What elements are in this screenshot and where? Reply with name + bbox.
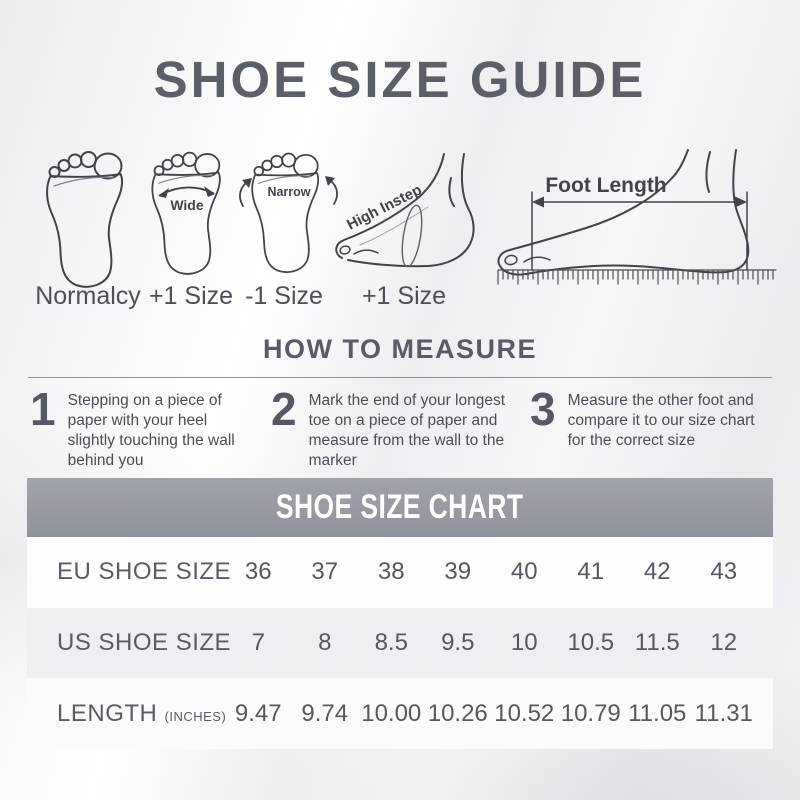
eu-size-cell: 36	[244, 558, 272, 586]
eu-size-cell: 39	[444, 558, 472, 586]
length-cell: 10.26	[427, 699, 488, 727]
length-cell: 9.47	[234, 699, 282, 727]
length-cell: 10.00	[361, 699, 422, 727]
table-row-length: LENGTH (INCHES) 9.47 9.74 10.00 10.26 10…	[27, 678, 773, 750]
eu-size-cell: 40	[510, 558, 538, 586]
ruler-icon	[497, 269, 777, 285]
foot-label-plus1-wide: +1 Size	[148, 282, 234, 310]
eu-size-cell: 37	[311, 558, 339, 586]
measure-step-2: 2 Mark the end of your longest toe on a …	[271, 383, 515, 472]
measure-step-3: 3 Measure the other foot and compare it …	[530, 383, 770, 472]
step-text: Mark the end of your longest toe on a pi…	[308, 392, 506, 470]
foot-length-annotation: Foot Length	[545, 174, 666, 197]
size-chart-table: EU SHOE SIZE 36 37 38 39 40 41 42 43 US …	[27, 537, 773, 750]
us-size-cell: 10	[510, 629, 538, 656]
table-row-us: US SHOE SIZE 7 8 8.5 9.5 10 10.5 11.5 12	[27, 607, 773, 679]
row-values: 36 37 38 39 40 41 42 43	[225, 558, 757, 586]
length-cell: 9.74	[301, 699, 349, 727]
foot-wide-icon: Wide	[151, 151, 221, 275]
eu-size-cell: 43	[710, 558, 738, 586]
length-cell: 10.52	[494, 699, 555, 727]
divider-line	[28, 377, 772, 378]
row-unit: (INCHES)	[164, 708, 227, 724]
foot-narrow-icon: Narrow	[239, 152, 338, 273]
step-number: 3	[530, 383, 556, 435]
foot-label-plus1-instep: +1 Size	[361, 282, 447, 310]
wide-annotation: Wide	[170, 197, 204, 213]
foot-diagrams-band: Wide Narrow High Instep	[0, 140, 800, 292]
narrow-annotation: Narrow	[267, 185, 310, 199]
eu-size-cell: 42	[643, 558, 671, 586]
length-cell: 11.05	[628, 699, 687, 727]
row-label: US SHOE SIZE	[57, 629, 232, 656]
size-chart-title: SHOE SIZE CHART	[276, 488, 524, 526]
us-size-cell: 12	[710, 629, 738, 656]
row-label: LENGTH (INCHES)	[57, 699, 227, 727]
us-size-cell: 9.5	[441, 629, 475, 656]
how-to-measure-steps: 1 Stepping on a piece of paper with your…	[30, 383, 770, 472]
page-title: SHOE SIZE GUIDE	[153, 51, 647, 108]
step-text: Measure the other foot and compare it to…	[567, 392, 755, 450]
eu-size-cell: 41	[577, 558, 605, 586]
measure-step-1: 1 Stepping on a piece of paper with your…	[30, 383, 256, 472]
us-size-cell: 8	[318, 629, 332, 656]
how-to-measure-title: HOW TO MEASURE	[262, 334, 537, 364]
us-size-cell: 8.5	[374, 629, 408, 656]
step-number: 2	[271, 383, 297, 435]
foot-label-normalcy: Normalcy	[35, 282, 141, 310]
eu-size-cell: 38	[377, 558, 405, 586]
step-number: 1	[30, 383, 56, 435]
length-cell: 11.31	[694, 699, 753, 727]
foot-high-instep-icon: High Instep	[335, 153, 475, 268]
foot-normal-icon	[46, 151, 124, 288]
foot-length-icon: Foot Length	[497, 149, 777, 285]
us-size-cell: 10.5	[567, 629, 615, 656]
row-values: 9.47 9.74 10.00 10.26 10.52 10.79 11.05 …	[225, 700, 757, 728]
length-cell: 10.79	[560, 699, 621, 727]
us-size-cell: 7	[251, 629, 265, 656]
table-row-eu: EU SHOE SIZE 36 37 38 39 40 41 42 43	[27, 537, 773, 608]
step-text: Stepping on a piece of paper with your h…	[67, 392, 235, 470]
size-chart-header-bar: SHOE SIZE CHART	[27, 478, 773, 537]
us-size-cell: 11.5	[634, 629, 680, 656]
foot-label-minus1: -1 Size	[245, 282, 323, 310]
row-label: EU SHOE SIZE	[57, 558, 232, 586]
foot-labels-row: Normalcy +1 Size -1 Size +1 Size	[0, 282, 800, 316]
row-values: 7 8 8.5 9.5 10 10.5 11.5 12	[225, 629, 757, 657]
